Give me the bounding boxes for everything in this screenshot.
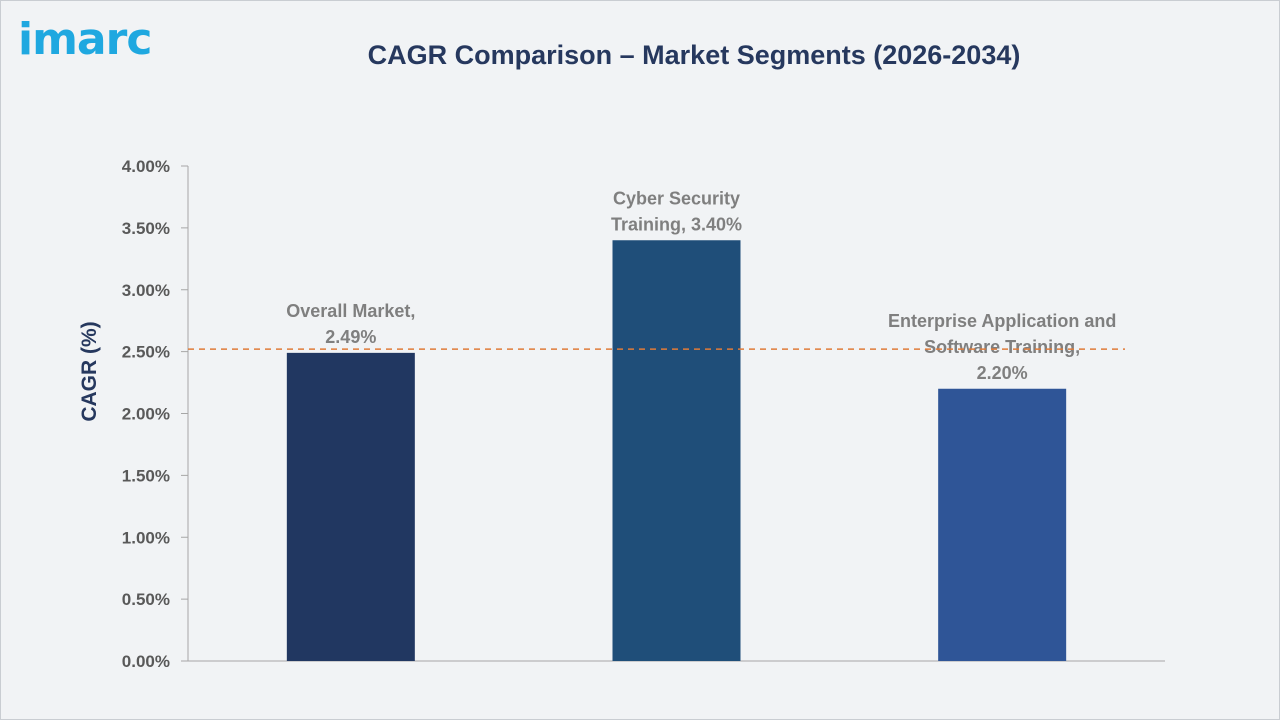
y-tick-label: 0.00% [122,652,170,671]
y-tick-label: 2.00% [122,405,170,424]
y-tick-label: 4.00% [122,157,170,176]
y-axis-title: CAGR (%) [78,321,101,421]
y-tick-label: 2.50% [122,343,170,362]
data-label: 2.49% [325,327,376,347]
data-label: 2.20% [977,363,1028,383]
bar-1 [286,352,415,661]
data-label: Enterprise Application and [888,311,1116,331]
y-tick-label: 3.00% [122,281,170,300]
bar-3 [938,388,1067,661]
y-tick-label: 0.50% [122,590,170,609]
y-tick-label: 1.50% [122,466,170,485]
imarc-logo: imarc [18,14,152,65]
chart-title: CAGR Comparison – Market Segments (2026-… [367,40,1021,70]
data-label: Training, 3.40% [611,214,742,234]
logo-text: imarc [18,14,152,65]
data-label: Software Training, [924,337,1080,357]
data-label: Overall Market, [286,301,415,321]
data-label: Cyber Security [613,188,740,208]
y-tick-label: 1.00% [122,528,170,547]
y-tick-label: 3.50% [122,219,170,238]
bar-2 [612,240,741,661]
